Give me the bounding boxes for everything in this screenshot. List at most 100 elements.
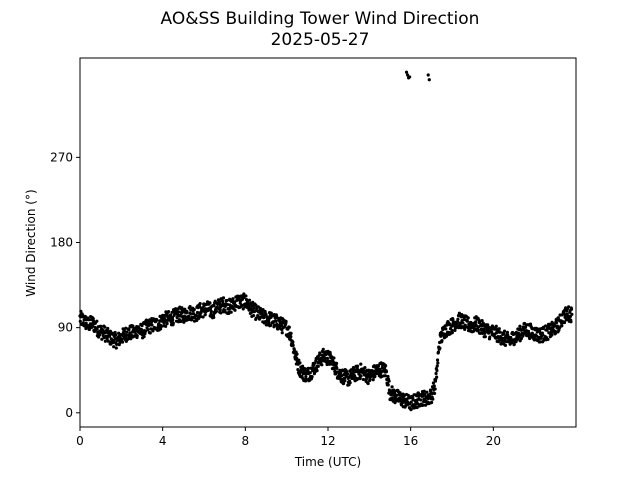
data-point xyxy=(438,346,442,350)
data-point xyxy=(436,361,440,365)
y-axis-label: Wind Direction (°) xyxy=(24,189,38,296)
data-point xyxy=(502,332,506,336)
data-point xyxy=(417,394,421,398)
data-point xyxy=(125,330,129,334)
data-point xyxy=(124,326,128,330)
scatter-points xyxy=(78,70,574,412)
data-point xyxy=(387,379,391,383)
data-point xyxy=(143,329,148,333)
data-point xyxy=(434,371,438,376)
data-point xyxy=(106,326,110,331)
data-point xyxy=(519,337,523,341)
data-point xyxy=(444,327,448,331)
data-point xyxy=(203,313,207,317)
data-point xyxy=(114,333,118,337)
data-point xyxy=(252,313,256,318)
data-point xyxy=(289,335,293,339)
data-point xyxy=(87,327,92,332)
data-point xyxy=(269,323,273,327)
data-point xyxy=(120,340,125,344)
data-point xyxy=(393,391,397,395)
data-point xyxy=(378,367,382,372)
data-point xyxy=(201,315,205,319)
data-point xyxy=(284,319,288,324)
chart-title: AO&SS Building Tower Wind Direction xyxy=(161,9,480,29)
data-point xyxy=(430,400,434,405)
data-point xyxy=(242,292,246,296)
data-point xyxy=(538,340,542,344)
data-point xyxy=(194,313,198,317)
data-point xyxy=(498,330,502,334)
data-point xyxy=(359,374,363,378)
data-point xyxy=(390,385,394,389)
data-point xyxy=(214,309,218,313)
data-point xyxy=(180,306,184,310)
data-point xyxy=(456,319,460,324)
data-point xyxy=(149,320,154,324)
data-point xyxy=(100,337,104,341)
data-point xyxy=(567,305,571,309)
data-point xyxy=(91,317,95,321)
data-point xyxy=(541,333,545,337)
data-point xyxy=(323,356,327,361)
data-point xyxy=(332,356,336,360)
data-point xyxy=(114,346,118,350)
x-tick-label: 12 xyxy=(320,434,335,448)
data-point xyxy=(376,364,381,368)
data-point xyxy=(218,308,222,312)
data-point xyxy=(359,362,363,366)
data-point xyxy=(432,391,437,396)
data-point xyxy=(143,332,147,336)
data-point xyxy=(315,369,319,373)
data-point xyxy=(450,330,454,335)
data-point xyxy=(435,368,439,373)
data-point xyxy=(116,338,120,342)
data-point xyxy=(502,329,507,333)
x-tick-label: 20 xyxy=(486,434,501,448)
data-point xyxy=(117,331,121,335)
data-point xyxy=(212,304,216,308)
data-point xyxy=(431,381,435,385)
data-point xyxy=(225,298,229,303)
data-point xyxy=(209,309,213,314)
data-point xyxy=(335,366,339,370)
y-tick-label: 90 xyxy=(58,321,73,335)
data-point xyxy=(560,324,564,328)
data-point xyxy=(433,387,437,391)
data-point xyxy=(368,377,372,381)
data-point xyxy=(177,310,181,314)
data-point xyxy=(423,392,427,396)
data-point xyxy=(432,384,436,388)
data-point xyxy=(480,319,484,323)
data-point xyxy=(269,311,273,315)
data-point xyxy=(363,365,367,370)
data-point xyxy=(164,324,168,328)
data-point xyxy=(233,308,237,312)
plot-frame xyxy=(79,57,577,428)
data-point xyxy=(435,358,440,362)
data-point xyxy=(554,321,559,325)
data-point xyxy=(208,301,212,305)
data-point xyxy=(212,315,216,319)
y-tick-label: 0 xyxy=(65,406,73,420)
data-point xyxy=(440,339,444,343)
data-point xyxy=(216,298,221,302)
data-point xyxy=(262,315,266,319)
data-point xyxy=(229,310,233,314)
data-point xyxy=(416,391,420,395)
data-point xyxy=(483,335,487,339)
data-point xyxy=(523,325,528,329)
data-point xyxy=(98,333,102,337)
data-point xyxy=(233,300,237,305)
y-axis-ticks: 0 90 180 270 xyxy=(50,150,80,420)
data-point xyxy=(159,327,163,331)
data-point xyxy=(404,70,409,74)
data-point xyxy=(300,367,304,371)
data-point xyxy=(313,361,317,365)
data-point xyxy=(466,316,470,320)
data-point xyxy=(120,337,124,341)
data-point xyxy=(103,339,107,343)
data-point xyxy=(247,298,252,302)
data-point xyxy=(163,319,167,323)
